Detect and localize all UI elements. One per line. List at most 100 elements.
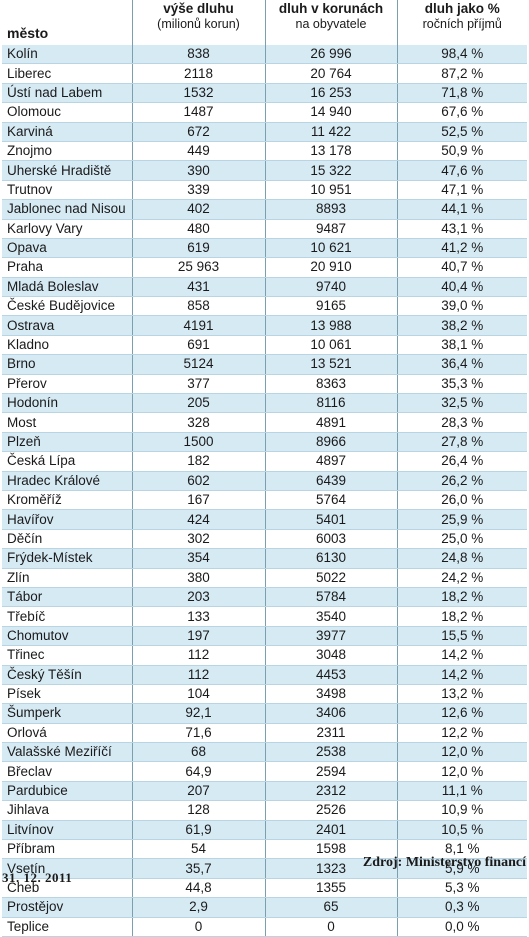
header-ratio-subtitle: ročních příjmů [422, 17, 502, 31]
debt-cell: 390 [131, 160, 265, 181]
per-capita-cell: 0 [264, 917, 397, 937]
per-capita-cell: 8893 [264, 199, 397, 220]
per-capita-cell: 8116 [264, 393, 397, 414]
table-row: Třinec 112 3048 14,2 % [2, 645, 527, 666]
table-row: Zlín 380 5022 24,2 % [2, 568, 527, 588]
per-capita-cell: 1323 [264, 858, 397, 879]
city-cell: Frýdek-Místek [2, 548, 132, 569]
per-capita-cell: 9487 [264, 219, 397, 239]
table-row: Chomutov 197 3977 15,5 % [2, 626, 527, 647]
table-row: Frýdek-Místek 354 6130 24,8 % [2, 548, 527, 569]
per-capita-cell: 2526 [264, 800, 397, 821]
debt-cell: 838 [131, 45, 265, 65]
debt-cell: 167 [131, 490, 265, 511]
per-capita-cell: 65 [264, 897, 397, 918]
header-debt: výše dluhu (milionů korun) [131, 0, 265, 45]
ratio-cell: 14,2 % [396, 645, 527, 666]
city-cell: Litvínov [2, 820, 132, 841]
city-cell: Olomouc [2, 102, 132, 123]
table-row: Havířov 424 5401 25,9 % [2, 509, 527, 530]
per-capita-cell: 6130 [264, 548, 397, 569]
debt-cell: 858 [131, 296, 265, 317]
debt-cell: 402 [131, 199, 265, 220]
debt-cell: 672 [131, 122, 265, 142]
table-row: Tábor 203 5784 18,2 % [2, 587, 527, 608]
table-row: Karviná 672 11 422 52,5 % [2, 122, 527, 142]
city-cell: Teplice [2, 917, 132, 937]
debt-cell: 92,1 [131, 703, 265, 724]
city-cell: Karlovy Vary [2, 219, 132, 239]
city-cell: Český Těšín [2, 665, 132, 685]
header-ratio: dluh jako % ročních příjmů [396, 0, 527, 45]
ratio-cell: 32,5 % [396, 393, 527, 414]
debt-cell: 133 [131, 606, 265, 627]
city-cell: Kladno [2, 335, 132, 356]
city-cell: Mladá Boleslav [2, 277, 132, 298]
table-row: Teplice 0 0 0,0 % [2, 917, 527, 937]
debt-cell: 449 [131, 141, 265, 162]
per-capita-cell: 3540 [264, 606, 397, 627]
debt-cell: 480 [131, 219, 265, 239]
ratio-cell: 44,1 % [396, 199, 527, 220]
city-cell: Jihlava [2, 800, 132, 821]
debt-cell: 68 [131, 742, 265, 763]
debt-cell: 2,9 [131, 897, 265, 918]
ratio-cell: 71,8 % [396, 83, 527, 104]
city-cell: Ostrava [2, 315, 132, 336]
ratio-cell: 50,9 % [396, 141, 527, 162]
footer: Zdroj: Ministerstvo financí 31. 12. 2011 [0, 850, 529, 890]
per-capita-cell: 2311 [264, 723, 397, 744]
city-cell: Zlín [2, 568, 132, 588]
per-capita-cell: 16 253 [264, 83, 397, 104]
table-row: Pardubice 207 2312 11,1 % [2, 781, 527, 802]
debt-cell: 602 [131, 471, 265, 491]
city-cell: Tábor [2, 587, 132, 608]
per-capita-cell: 6439 [264, 471, 397, 491]
per-capita-cell: 14 940 [264, 102, 397, 123]
header-city: město [2, 0, 132, 45]
city-cell: Vsetín [2, 858, 132, 879]
debt-cell: 182 [131, 451, 265, 472]
city-cell: Pardubice [2, 781, 132, 802]
per-capita-cell: 13 988 [264, 315, 397, 336]
table-row: Trutnov 339 10 951 47,1 % [2, 180, 527, 201]
debt-cell: 35,7 [131, 858, 265, 879]
per-capita-cell: 5401 [264, 509, 397, 530]
ratio-cell: 26,0 % [396, 490, 527, 511]
debt-cell: 380 [131, 568, 265, 588]
debt-cell: 128 [131, 800, 265, 821]
city-cell: Přerov [2, 374, 132, 395]
city-cell: Česká Lípa [2, 451, 132, 472]
ratio-cell: 12,0 % [396, 742, 527, 763]
debt-cell: 112 [131, 645, 265, 666]
per-capita-cell: 4453 [264, 665, 397, 685]
table-row: Hodonín 205 8116 32,5 % [2, 393, 527, 414]
table-row: Uherské Hradiště 390 15 322 47,6 % [2, 160, 527, 181]
table-header: město výše dluhu (milionů korun) dluh v … [2, 0, 527, 45]
ratio-cell: 0,0 % [396, 917, 527, 937]
city-cell: Trutnov [2, 180, 132, 201]
table-row: Prostějov 2,9 65 0,3 % [2, 897, 527, 918]
city-cell: Šumperk [2, 703, 132, 724]
per-capita-cell: 6003 [264, 529, 397, 550]
debt-cell: 354 [131, 548, 265, 569]
table-row: Šumperk 92,1 3406 12,6 % [2, 703, 527, 724]
ratio-cell: 47,6 % [396, 160, 527, 181]
ratio-cell: 18,2 % [396, 606, 527, 627]
table-row: Litvínov 61,9 2401 10,5 % [2, 820, 527, 841]
per-capita-cell: 2538 [264, 742, 397, 763]
table-row: Orlová 71,6 2311 12,2 % [2, 723, 527, 744]
table-row: Břeclav 64,9 2594 12,0 % [2, 761, 527, 782]
header-debt-title: výše dluhu [163, 1, 234, 16]
city-cell: České Budějovice [2, 296, 132, 317]
table-row: Mladá Boleslav 431 9740 40,4 % [2, 277, 527, 298]
ratio-cell: 52,5 % [396, 122, 527, 142]
table-row: České Budějovice 858 9165 39,0 % [2, 296, 527, 317]
debt-cell: 302 [131, 529, 265, 550]
ratio-cell: 47,1 % [396, 180, 527, 201]
city-cell: Břeclav [2, 761, 132, 782]
ratio-cell: 28,3 % [396, 412, 527, 433]
table-row: Přerov 377 8363 35,3 % [2, 374, 527, 395]
table-row: Praha 25 963 20 910 40,7 % [2, 257, 527, 278]
